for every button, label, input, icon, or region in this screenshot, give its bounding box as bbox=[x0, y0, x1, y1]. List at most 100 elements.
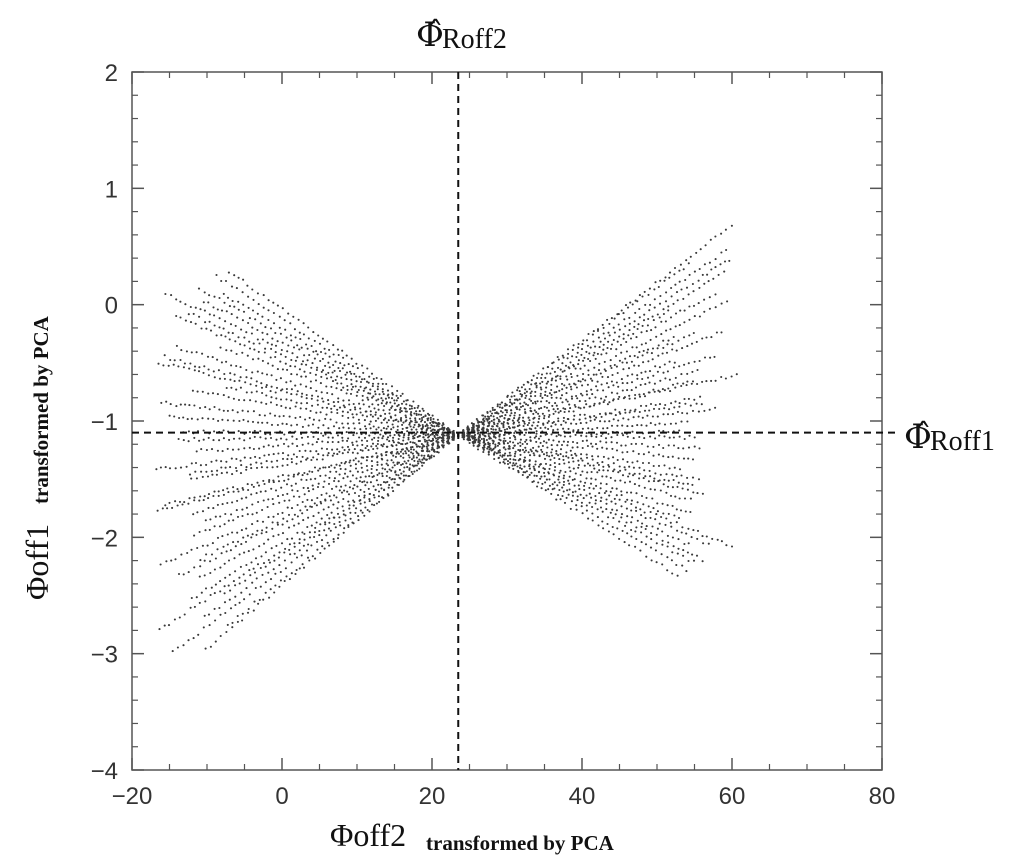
data-point bbox=[585, 350, 588, 353]
data-point bbox=[628, 411, 631, 414]
data-point bbox=[369, 392, 372, 395]
data-point bbox=[318, 467, 321, 470]
data-point bbox=[368, 492, 372, 495]
data-point bbox=[687, 559, 690, 563]
data-point bbox=[672, 444, 676, 447]
data-point bbox=[382, 443, 385, 446]
data-point bbox=[562, 455, 565, 458]
data-point bbox=[394, 455, 397, 458]
data-point bbox=[221, 450, 224, 453]
data-point bbox=[546, 366, 550, 369]
data-point bbox=[235, 352, 238, 356]
data-point bbox=[257, 350, 260, 353]
data-point bbox=[482, 426, 485, 429]
data-point bbox=[292, 315, 295, 318]
data-point bbox=[168, 501, 171, 504]
data-point bbox=[386, 470, 389, 473]
data-point bbox=[416, 406, 419, 409]
data-point bbox=[476, 445, 479, 448]
data-point bbox=[291, 435, 294, 438]
data-point bbox=[239, 366, 242, 369]
data-point bbox=[295, 568, 298, 572]
data-point bbox=[653, 306, 656, 309]
data-point bbox=[557, 478, 560, 481]
data-point bbox=[304, 449, 307, 452]
data-point bbox=[576, 499, 579, 502]
data-point bbox=[162, 364, 165, 367]
data-point bbox=[426, 419, 429, 422]
data-point bbox=[405, 416, 408, 419]
data-point bbox=[255, 461, 258, 464]
data-point bbox=[516, 419, 519, 422]
data-point bbox=[351, 385, 355, 388]
data-point bbox=[193, 534, 196, 537]
data-point bbox=[204, 519, 207, 522]
data-point bbox=[693, 360, 696, 363]
data-point bbox=[601, 375, 604, 378]
data-point bbox=[283, 559, 286, 562]
data-point bbox=[201, 475, 204, 478]
data-point bbox=[223, 301, 226, 304]
data-point bbox=[404, 420, 407, 423]
data-point bbox=[566, 400, 569, 403]
data-point bbox=[221, 418, 224, 421]
data-point bbox=[219, 346, 222, 349]
data-point bbox=[516, 442, 520, 445]
data-point bbox=[638, 472, 641, 475]
data-point bbox=[511, 464, 514, 467]
data-point bbox=[243, 598, 246, 601]
data-point bbox=[485, 417, 488, 421]
data-point bbox=[327, 527, 331, 530]
data-point bbox=[579, 473, 582, 477]
data-point bbox=[197, 287, 201, 290]
data-point bbox=[393, 481, 396, 484]
data-point bbox=[280, 542, 284, 545]
data-point bbox=[402, 400, 405, 403]
data-point bbox=[308, 559, 311, 562]
data-point bbox=[337, 480, 340, 483]
data-point bbox=[590, 435, 593, 438]
data-point bbox=[184, 303, 187, 306]
data-point bbox=[539, 394, 542, 398]
data-point bbox=[676, 574, 679, 577]
data-point bbox=[672, 366, 675, 369]
data-point bbox=[281, 457, 285, 460]
data-point bbox=[353, 500, 356, 504]
data-point bbox=[686, 420, 689, 423]
data-point bbox=[202, 371, 205, 374]
data-point bbox=[562, 440, 565, 443]
data-point bbox=[686, 372, 689, 375]
data-point bbox=[277, 533, 280, 536]
data-point bbox=[577, 428, 580, 432]
data-point bbox=[551, 362, 554, 365]
data-point bbox=[675, 349, 678, 352]
data-point bbox=[387, 494, 390, 497]
data-point bbox=[535, 384, 538, 387]
data-point bbox=[436, 441, 439, 445]
data-point bbox=[216, 548, 219, 551]
data-point bbox=[330, 411, 333, 414]
data-point bbox=[495, 424, 498, 427]
data-point bbox=[408, 456, 411, 459]
data-point bbox=[575, 454, 578, 457]
data-point bbox=[681, 564, 684, 567]
data-point bbox=[671, 536, 674, 539]
data-point bbox=[562, 416, 565, 419]
data-point bbox=[621, 389, 624, 392]
data-point bbox=[352, 504, 355, 507]
data-point bbox=[327, 371, 330, 374]
data-point bbox=[171, 506, 174, 509]
data-point bbox=[231, 621, 234, 624]
data-point bbox=[263, 454, 266, 457]
data-point bbox=[211, 356, 214, 359]
data-point bbox=[369, 427, 372, 430]
data-point bbox=[381, 467, 384, 470]
data-point bbox=[188, 367, 191, 370]
data-point bbox=[568, 403, 571, 406]
data-point bbox=[264, 551, 267, 554]
data-point bbox=[656, 510, 659, 513]
data-point bbox=[236, 620, 239, 623]
data-point bbox=[307, 337, 310, 340]
data-point bbox=[602, 527, 605, 530]
data-point bbox=[421, 447, 424, 450]
